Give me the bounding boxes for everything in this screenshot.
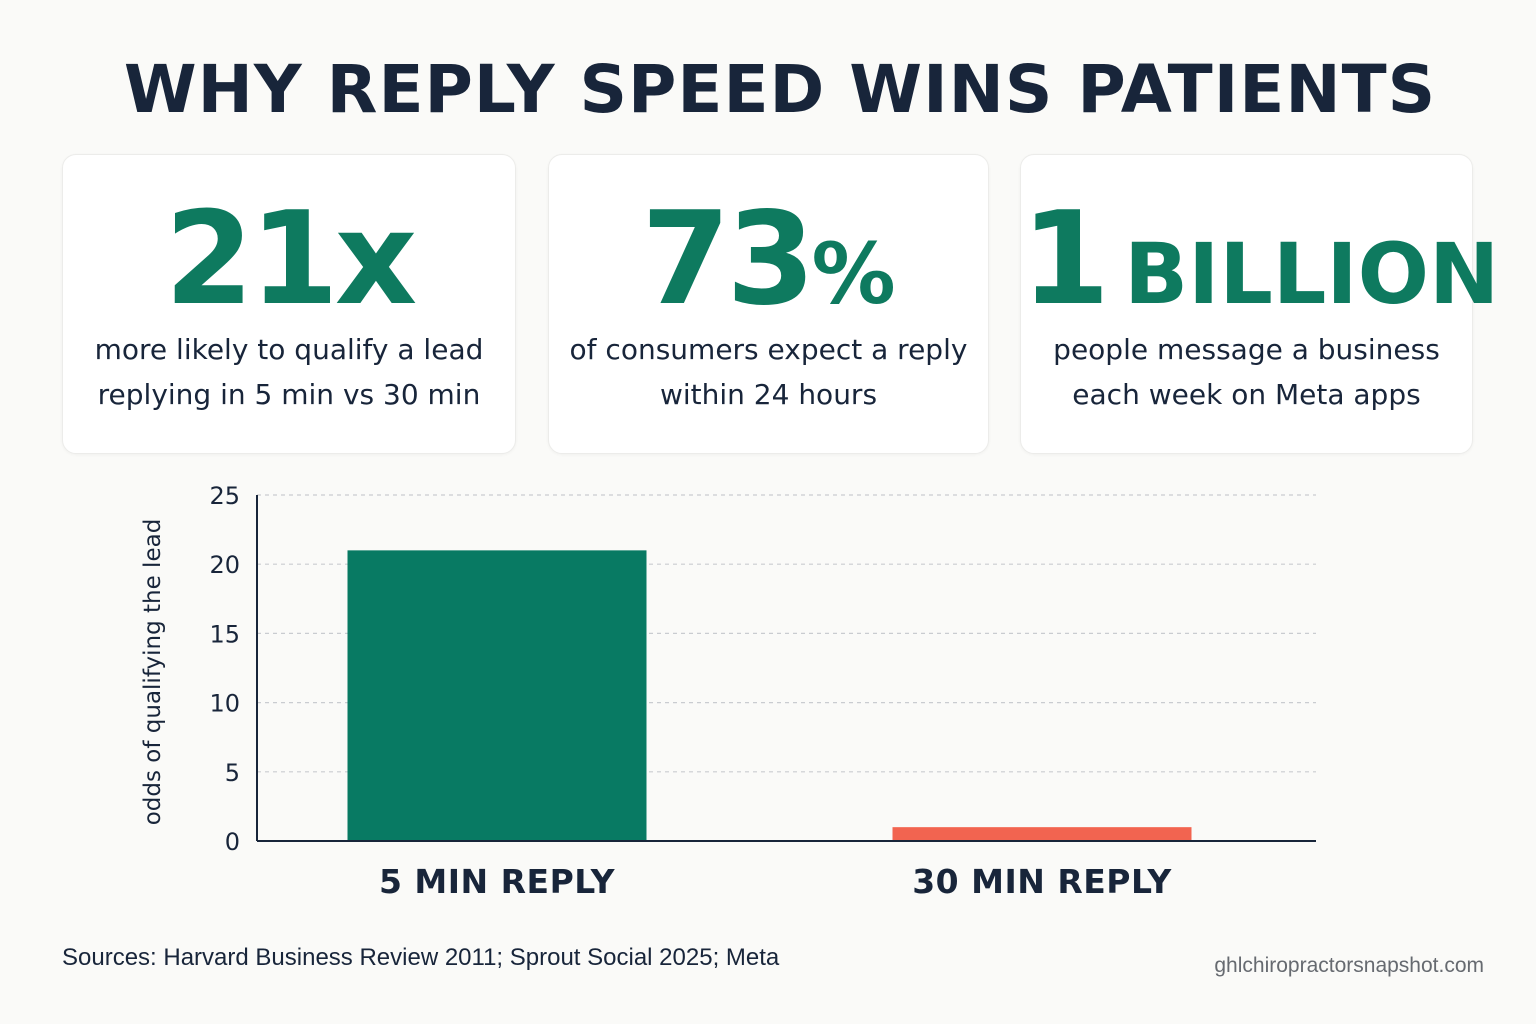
bar-30-min-reply xyxy=(892,827,1192,841)
stat-description-line-2: replying in 5 min vs 30 min xyxy=(97,378,481,411)
stat-description-line-1: more likely to qualify a lead xyxy=(94,333,484,366)
y-tick-label: 0 xyxy=(225,828,240,856)
stat-value-number: 73 xyxy=(641,185,815,334)
y-tick-label: 10 xyxy=(209,690,240,718)
bar-5-min-reply xyxy=(347,550,647,841)
stat-value: 1 BILLION xyxy=(1021,185,1499,349)
y-tick-label: 5 xyxy=(225,759,240,787)
y-tick-label: 15 xyxy=(209,620,240,648)
y-tick-label: 25 xyxy=(209,482,240,510)
stat-value: 73% xyxy=(549,185,988,349)
y-tick-label: 20 xyxy=(209,551,240,579)
stat-card-1-billion: 1 BILLION people message a business each … xyxy=(1020,154,1499,454)
stat-description: people message a business each week on M… xyxy=(1021,327,1472,417)
stat-value-number: 21x xyxy=(164,185,418,334)
website-credit: ghlchiropractorsnapshot.com xyxy=(1214,954,1484,977)
stat-description-line-2: within 24 hours xyxy=(659,378,878,411)
stat-value-number: 1 xyxy=(1021,185,1110,334)
stat-description-line-1: people message a business xyxy=(1053,333,1440,366)
x-category-label: 30 MIN REPLY xyxy=(912,862,1172,901)
stat-value: 21x xyxy=(63,185,515,335)
stat-value-suffix: % xyxy=(811,225,896,323)
stat-description: of consumers expect a reply within 24 ho… xyxy=(549,327,988,417)
stat-card-73-percent: 73% of consumers expect a reply within 2… xyxy=(548,154,989,454)
stat-description: more likely to qualify a lead replying i… xyxy=(63,327,515,417)
sources-note: Sources: Harvard Business Review 2011; S… xyxy=(62,944,780,971)
page-title: WHY REPLY SPEED WINS PATIENTS xyxy=(123,51,1437,128)
y-axis-label: odds of qualifying the lead xyxy=(140,519,166,826)
stat-description-line-2: each week on Meta apps xyxy=(1072,378,1421,411)
stat-description-line-1: of consumers expect a reply xyxy=(569,333,968,366)
stat-card-21x: 21x more likely to qualify a lead replyi… xyxy=(62,154,516,454)
stat-value-suffix: BILLION xyxy=(1124,225,1500,323)
x-category-label: 5 MIN REPLY xyxy=(379,862,616,901)
